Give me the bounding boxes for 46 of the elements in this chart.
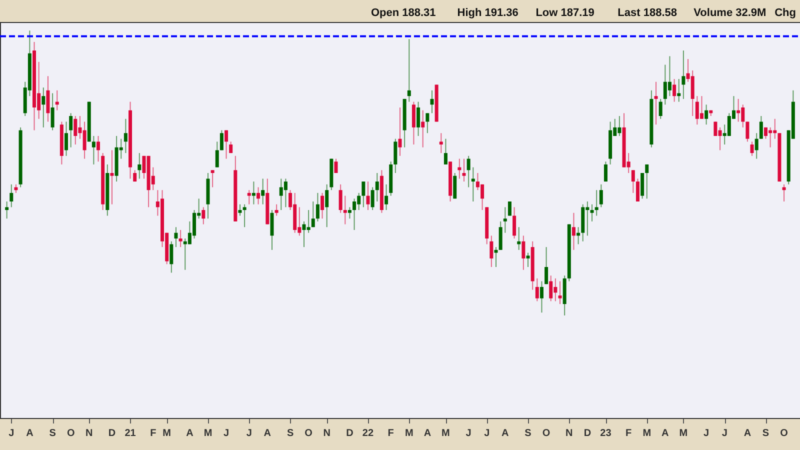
x-tick-label: A	[424, 428, 432, 439]
x-tick-label: S	[286, 428, 294, 439]
x-tick-label: D	[584, 428, 592, 439]
x-tick-label: N	[86, 428, 93, 439]
x-tick-label: F	[626, 428, 632, 439]
x-tick-label: J	[466, 428, 472, 439]
x-tick-label: O	[66, 428, 75, 439]
text: Chg	[774, 7, 796, 19]
x-tick-label: N	[323, 428, 330, 439]
x-tick-label: M	[162, 428, 172, 439]
text: Last 188.58	[618, 7, 677, 19]
x-tick-label: A	[502, 428, 509, 439]
x-tick-label: F	[388, 428, 394, 439]
x-tick-label: O	[542, 428, 550, 439]
x-tick-label: A	[744, 428, 752, 439]
x-tick-label: J	[722, 428, 728, 439]
x-tick-label: M	[442, 428, 450, 439]
x-tick-label: M	[204, 428, 212, 439]
x-tick-label: S	[49, 428, 56, 439]
x-tick-label: O	[780, 428, 788, 439]
x-tick-label: S	[762, 428, 770, 439]
text: Open 188.31	[370, 7, 436, 19]
x-tick-label: N	[566, 428, 573, 439]
x-tick-label: J	[704, 428, 710, 439]
x-tick-label: D	[108, 428, 116, 439]
x-tick-label: A	[186, 428, 194, 439]
x-tick-label: S	[524, 428, 532, 439]
x-tick-label: A	[26, 428, 34, 439]
x-tick-label: 22	[362, 428, 374, 439]
x-tick-label: D	[346, 428, 354, 439]
x-tick-label: O	[304, 428, 313, 439]
text: Volume 32.9M	[694, 7, 766, 19]
x-tick-label: 21	[124, 428, 136, 439]
x-tick-label: J	[246, 428, 252, 439]
x-tick-label: J	[484, 428, 490, 439]
x-tick-label: J	[223, 428, 230, 439]
text: High 191.36	[457, 7, 518, 19]
text: Low 187.19	[536, 7, 594, 19]
x-tick-label: M	[404, 428, 414, 439]
x-tick-label: M	[679, 428, 688, 439]
x-tick-label: J	[8, 428, 14, 439]
x-tick-label: A	[264, 428, 272, 439]
x-tick-label: M	[642, 428, 652, 439]
x-tick-label: 23	[600, 428, 612, 439]
x-tick-label: A	[662, 428, 669, 439]
x-tick-label: F	[150, 428, 156, 439]
